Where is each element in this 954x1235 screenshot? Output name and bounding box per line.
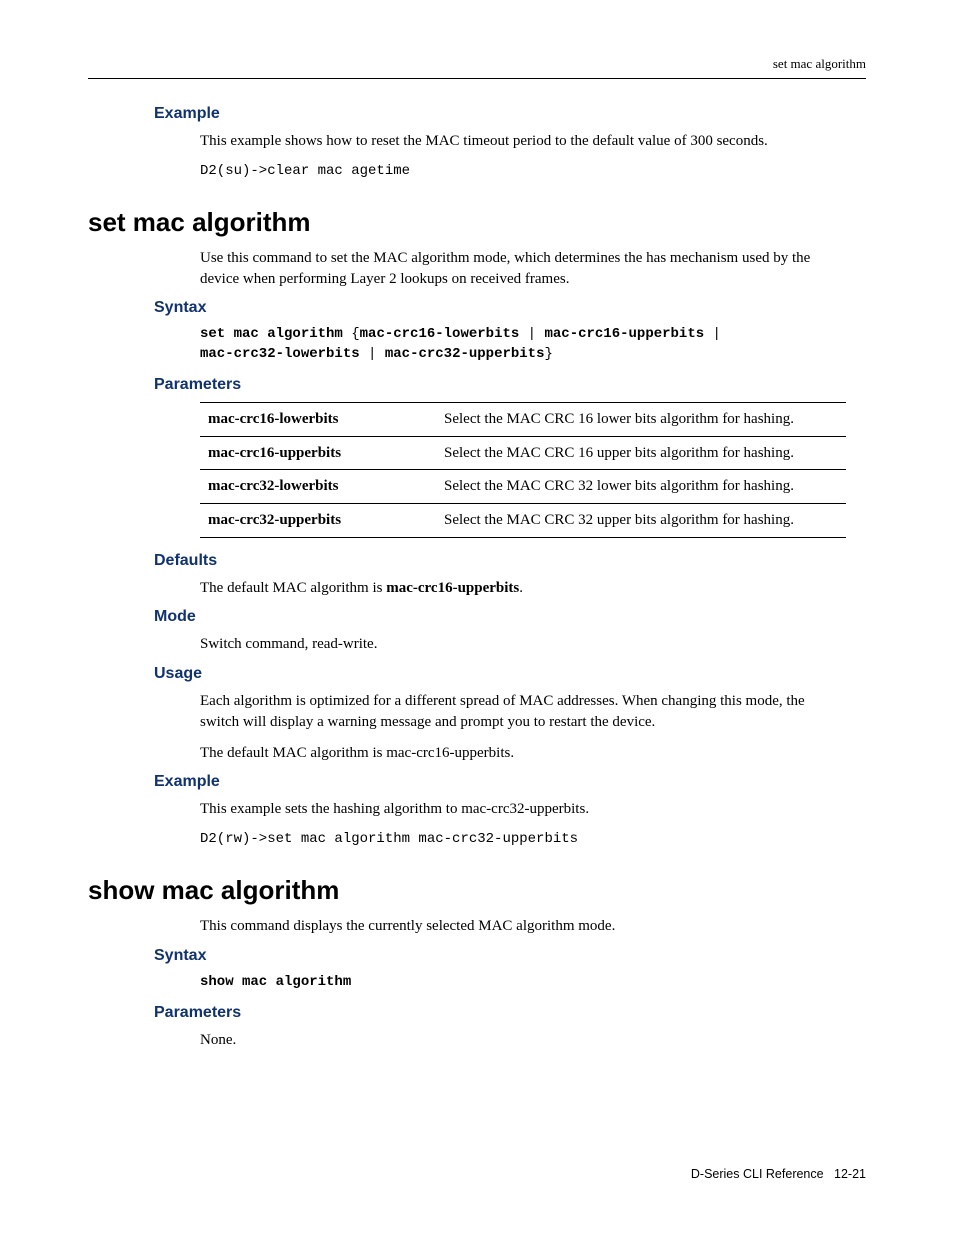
section-heading-mode: Mode [154,608,866,626]
param-desc: Select the MAC CRC 32 upper bits algorit… [436,504,846,538]
footer-doc: D-Series CLI Reference [691,1167,824,1181]
usage-p1: Each algorithm is optimized for a differ… [200,691,846,732]
param-desc: Select the MAC CRC 32 lower bits algorit… [436,470,846,504]
param-name: mac-crc32-upperbits [200,504,436,538]
set-mac-intro-text: Use this command to set the MAC algorith… [200,248,846,289]
table-row: mac-crc32-upperbitsSelect the MAC CRC 32… [200,504,846,538]
set-mac-usage: Each algorithm is optimized for a differ… [200,691,846,763]
section-heading-usage: Usage [154,665,866,683]
section-heading-defaults: Defaults [154,552,866,570]
section-heading-example2: Example [154,773,866,791]
section-heading-syntax: Syntax [154,299,866,317]
example1-code: D2(su)->clear mac agetime [200,162,846,181]
param-name: mac-crc16-lowerbits [200,403,436,437]
mode-text: Switch command, read-write. [200,634,846,655]
set-mac-example: This example sets the hashing algorithm … [200,799,846,849]
section-heading-example: Example [154,105,866,123]
command-title-set-mac: set mac algorithm [88,207,866,238]
defaults-value: mac-crc16-upperbits [386,580,519,596]
set-mac-example-text: This example sets the hashing algorithm … [200,799,846,820]
param-desc: Select the MAC CRC 16 upper bits algorit… [436,436,846,470]
command-title-show-mac: show mac algorithm [88,875,866,906]
set-mac-defaults: The default MAC algorithm is mac-crc16-u… [200,578,846,599]
section-heading-parameters: Parameters [154,376,866,394]
show-mac-intro: This command displays the currently sele… [200,916,846,937]
show-mac-syntax-text: show mac algorithm [200,974,351,990]
section-heading-parameters2: Parameters [154,1004,866,1022]
table-row: mac-crc16-lowerbitsSelect the MAC CRC 16… [200,403,846,437]
param-name: mac-crc16-upperbits [200,436,436,470]
set-mac-intro: Use this command to set the MAC algorith… [200,248,846,289]
show-mac-syntax: show mac algorithm [200,973,846,992]
set-mac-syntax-code: set mac algorithm {mac-crc16-lowerbits |… [200,325,846,364]
show-mac-intro-text: This command displays the currently sele… [200,916,846,937]
page-footer: D-Series CLI Reference 12-21 [691,1167,866,1181]
table-row: mac-crc16-upperbitsSelect the MAC CRC 16… [200,436,846,470]
defaults-pre: The default MAC algorithm is [200,580,386,596]
example1-text: This example shows how to reset the MAC … [200,131,846,152]
set-mac-syntax: set mac algorithm {mac-crc16-lowerbits |… [200,325,846,364]
example1-body: This example shows how to reset the MAC … [200,131,846,181]
running-head: set mac algorithm [88,56,866,79]
usage-p2: The default MAC algorithm is mac-crc16-u… [200,743,846,764]
set-mac-example-code: D2(rw)->set mac algorithm mac-crc32-uppe… [200,830,846,849]
param-name: mac-crc32-lowerbits [200,470,436,504]
table-row: mac-crc32-lowerbitsSelect the MAC CRC 32… [200,470,846,504]
param-desc: Select the MAC CRC 16 lower bits algorit… [436,403,846,437]
show-mac-params-text: None. [200,1030,846,1051]
defaults-text: The default MAC algorithm is mac-crc16-u… [200,578,846,599]
set-mac-mode: Switch command, read-write. [200,634,846,655]
show-mac-syntax-code: show mac algorithm [200,973,846,992]
parameters-table: mac-crc16-lowerbitsSelect the MAC CRC 16… [200,402,846,538]
footer-page: 12-21 [834,1167,866,1181]
show-mac-params: None. [200,1030,846,1051]
defaults-post: . [519,580,523,596]
document-page: set mac algorithm Example This example s… [0,0,954,1235]
set-mac-params-wrap: mac-crc16-lowerbitsSelect the MAC CRC 16… [200,402,846,538]
section-heading-syntax2: Syntax [154,947,866,965]
